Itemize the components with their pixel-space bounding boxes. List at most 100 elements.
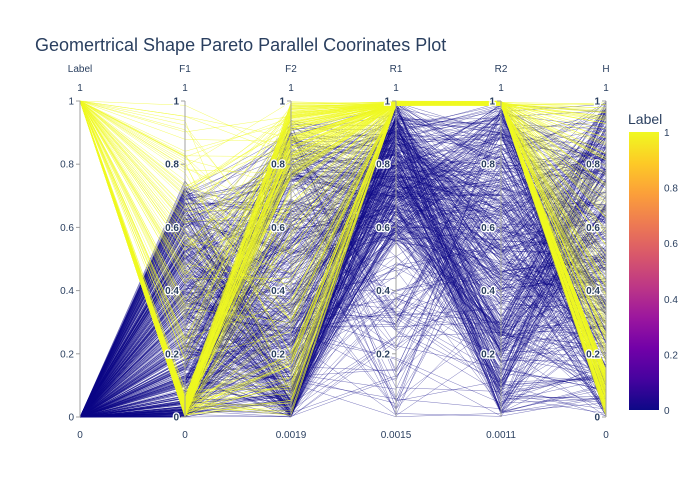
axis-label-f2: F2 — [285, 64, 297, 75]
axis-tick-label: 1 — [173, 97, 179, 108]
data-line — [79, 100, 607, 412]
axis-tick-label: 0.4 — [586, 286, 600, 297]
axis-tick-label: 0.2 — [271, 349, 285, 360]
colorbar-tick-label: 0.4 — [664, 295, 678, 306]
axis-tick-label: 0 — [68, 413, 74, 424]
axis-range-bottom: 0.0011 — [486, 430, 516, 441]
axis-label-r1: R1 — [390, 64, 403, 75]
data-line — [79, 129, 607, 418]
data-line — [79, 100, 607, 322]
data-line — [79, 157, 607, 418]
axis-range-top: 1 — [603, 83, 609, 94]
data-line — [79, 181, 607, 418]
data-line — [79, 159, 607, 418]
data-line — [79, 314, 607, 418]
data-line — [79, 203, 607, 418]
data-line — [79, 100, 607, 350]
data-line — [79, 141, 607, 418]
axis-tick-label: 1 — [279, 97, 285, 108]
data-line — [79, 134, 607, 418]
axis-tick-label: 0.8 — [481, 160, 495, 171]
colorbar-tick-label: 0 — [664, 406, 670, 417]
data-line — [79, 183, 607, 418]
axis-tick-label: 0.6 — [376, 223, 390, 234]
axis-tick-label: 0.8 — [376, 160, 390, 171]
axis-tick-label: 1 — [384, 97, 390, 108]
colorbar-gradient — [629, 132, 659, 410]
axis-range-bottom: 0 — [603, 430, 609, 441]
data-line — [79, 213, 607, 418]
axis-tick-label: 0.6 — [271, 223, 285, 234]
chart-title: Geomertrical Shape Pareto Parallel Coori… — [35, 35, 446, 55]
colorbar-tick-label: 1 — [664, 128, 670, 139]
data-line — [79, 188, 607, 418]
axis-range-bottom: 0 — [77, 430, 83, 441]
axis-tick-label: 0.4 — [165, 286, 179, 297]
axis-tick-label: 0.8 — [271, 160, 285, 171]
axis-range-top: 1 — [182, 83, 188, 94]
axis-tick-label: 0.4 — [376, 286, 390, 297]
data-line — [79, 170, 607, 418]
data-line — [79, 100, 607, 188]
data-line — [79, 100, 607, 227]
data-line — [79, 100, 607, 321]
data-line — [79, 309, 607, 418]
data-line — [79, 100, 607, 313]
data-line — [79, 102, 607, 418]
data-line — [79, 100, 607, 246]
axis-tick-label: 0.6 — [586, 223, 600, 234]
axis-range-bottom: 0.0019 — [276, 430, 307, 441]
axis-label-f1: F1 — [179, 64, 191, 75]
data-line — [79, 131, 607, 418]
axis-range-bottom: 0 — [182, 430, 188, 441]
data-line — [79, 100, 607, 417]
axis-tick-label: 0.4 — [60, 286, 74, 297]
axis-tick-label: 0.6 — [165, 223, 179, 234]
axis-label-label: Label — [68, 64, 92, 75]
data-lines — [79, 100, 607, 418]
data-line — [79, 109, 607, 418]
data-line — [79, 100, 607, 335]
data-line — [79, 128, 607, 418]
data-line — [79, 193, 607, 418]
data-line — [79, 100, 607, 398]
data-line — [79, 123, 607, 418]
axis-tick-label: 0.4 — [481, 286, 495, 297]
data-line — [79, 100, 607, 238]
data-line — [79, 189, 607, 418]
axis-tick-label: 0 — [594, 413, 600, 424]
colorbar: Label 1 0.8 0.6 0.4 0.2 0 — [628, 111, 678, 417]
axis-label-r2: R2 — [495, 64, 508, 75]
axis-tick-label: 0 — [173, 413, 179, 424]
data-line — [79, 150, 607, 418]
axis-range-bottom: 0.0015 — [381, 430, 412, 441]
axis-tick-label: 0.2 — [165, 349, 179, 360]
axis-range-top: 1 — [393, 83, 399, 94]
axis-tick-label: 0.2 — [60, 349, 74, 360]
axis-tick-label: 0.2 — [586, 349, 600, 360]
axis-tick-label: 0.8 — [586, 160, 600, 171]
data-line — [79, 163, 607, 418]
data-line — [79, 100, 607, 397]
axis-range-top: 1 — [498, 83, 504, 94]
axes: Label 1 0 1 0.8 0.6 0.4 0.2 0 F1 1 0 1 0.8 0.6 0.4 0.2 0 F… — [60, 64, 610, 441]
axis-tick-label: 0.2 — [376, 349, 390, 360]
data-line — [79, 132, 607, 418]
data-line — [79, 100, 607, 393]
data-line — [79, 109, 607, 418]
data-line — [79, 100, 607, 306]
axis-tick-label: 0.8 — [60, 160, 74, 171]
data-line — [79, 100, 607, 408]
axis-range-top: 1 — [288, 83, 294, 94]
colorbar-tick-label: 0.8 — [664, 184, 678, 195]
data-line — [79, 100, 607, 401]
colorbar-tick-label: 0.6 — [664, 239, 678, 250]
data-line — [79, 154, 607, 418]
axis-tick-label: 0.6 — [60, 223, 74, 234]
data-line — [79, 108, 607, 418]
colorbar-tick-label: 0.2 — [664, 350, 678, 361]
axis-tick-label: 0.4 — [271, 286, 285, 297]
axis-tick-label: 1 — [594, 97, 600, 108]
axis-tick-label: 1 — [68, 97, 74, 108]
axis-tick-label: 0.8 — [165, 160, 179, 171]
